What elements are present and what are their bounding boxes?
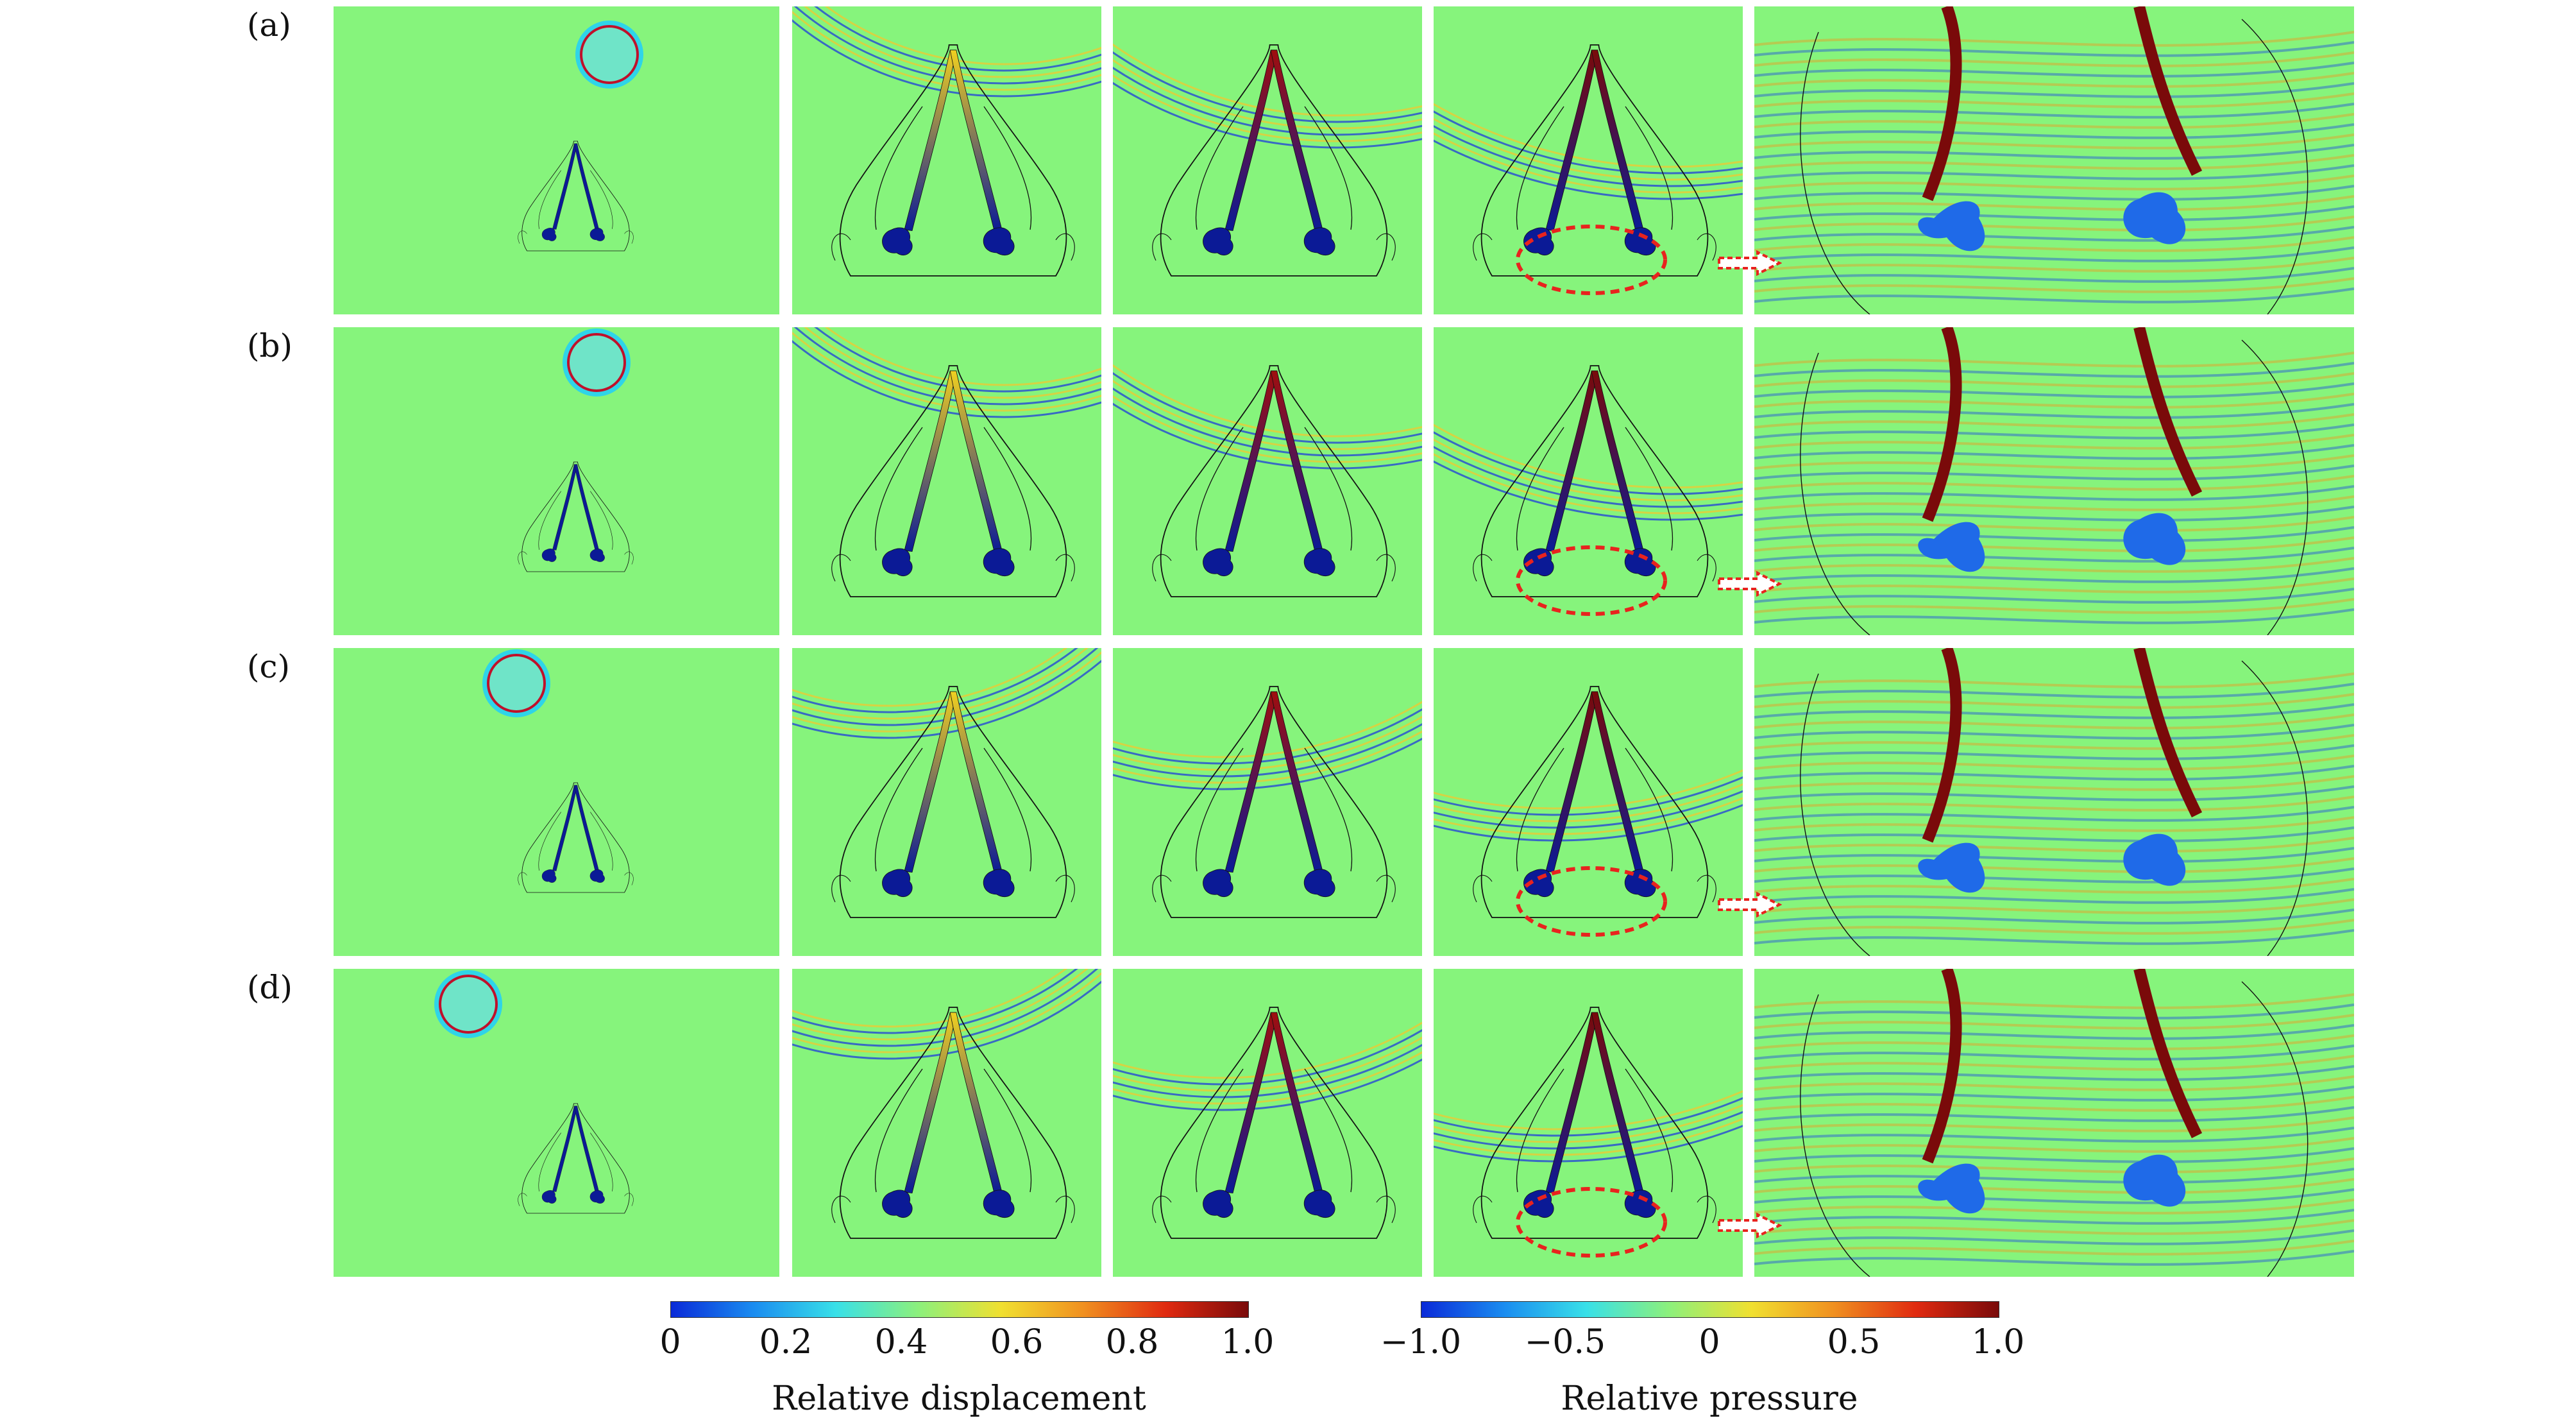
panel-row2-col4 xyxy=(1434,327,1743,635)
pressure-tick: 0.5 xyxy=(1827,1323,1881,1361)
displacement-colorbar-title: Relative displacement xyxy=(772,1379,1146,1418)
panel-row1-col2 xyxy=(792,6,1101,314)
pressure-tick: 1.0 xyxy=(1971,1323,2025,1361)
pressure-colorbar xyxy=(1421,1301,1999,1318)
panel-row3-col4 xyxy=(1434,648,1743,956)
panel-plot-row2-col3 xyxy=(1113,327,1422,635)
highlight-ellipse xyxy=(1516,545,1667,616)
zoom-arrow xyxy=(1718,250,1783,277)
panel-plot-row4-col5 xyxy=(1754,969,2354,1277)
panel-row4-col3 xyxy=(1113,969,1422,1277)
panel-plot-row3-col5 xyxy=(1754,648,2354,956)
panel-row1-col3 xyxy=(1113,6,1422,314)
panel-row1-col5 xyxy=(1754,6,2354,314)
panel-row4-col1 xyxy=(334,969,779,1277)
panel-plot-row4-col2 xyxy=(792,969,1101,1277)
zoom-arrow xyxy=(1718,1212,1783,1239)
source-ring xyxy=(575,21,643,89)
highlight-ellipse xyxy=(1516,225,1667,295)
displacement-colorbar xyxy=(670,1301,1249,1318)
panel-row4-col4 xyxy=(1434,969,1743,1277)
highlight-ellipse xyxy=(1516,866,1667,937)
displacement-tick: 0.6 xyxy=(990,1323,1044,1361)
panel-plot-row1-col2 xyxy=(792,6,1101,314)
panel-plot-row1-col5 xyxy=(1754,6,2354,314)
panel-plot-row3-col4 xyxy=(1434,648,1743,956)
panel-row3-col5 xyxy=(1754,648,2354,956)
panel-plot-row2-col4 xyxy=(1434,327,1743,635)
displacement-tick: 0.8 xyxy=(1105,1323,1159,1361)
pressure-tick: 0 xyxy=(1699,1323,1720,1361)
row-label-d: (d) xyxy=(247,969,293,1006)
panel-row2-col1 xyxy=(334,327,779,635)
displacement-tick: 0.4 xyxy=(874,1323,928,1361)
displacement-tick: 0 xyxy=(659,1323,681,1361)
panel-plot-row1-col4 xyxy=(1434,6,1743,314)
source-ring xyxy=(563,329,631,397)
displacement-tick: 0.2 xyxy=(759,1323,813,1361)
panel-plot-row4-col4 xyxy=(1434,969,1743,1277)
row-label-a: (a) xyxy=(247,6,291,44)
panel-row2-col2 xyxy=(792,327,1101,635)
source-ring xyxy=(482,649,550,717)
panel-row3-col2 xyxy=(792,648,1101,956)
panel-plot-row3-col1 xyxy=(334,648,779,956)
panel-plot-row2-col2 xyxy=(792,327,1101,635)
panel-row3-col3 xyxy=(1113,648,1422,956)
panel-plot-row4-col1 xyxy=(334,969,779,1277)
pressure-tick: −0.5 xyxy=(1524,1323,1606,1361)
panel-plot-row4-col3 xyxy=(1113,969,1422,1277)
panel-plot-row3-col2 xyxy=(792,648,1101,956)
zoom-arrow xyxy=(1718,891,1783,918)
panel-plot-row2-col1 xyxy=(334,327,779,635)
source-ring xyxy=(434,970,502,1038)
panel-plot-row1-col1 xyxy=(334,6,779,314)
panel-row1-col4 xyxy=(1434,6,1743,314)
panel-row4-col5 xyxy=(1754,969,2354,1277)
pressure-tick: −1.0 xyxy=(1380,1323,1462,1361)
panel-row2-col3 xyxy=(1113,327,1422,635)
highlight-ellipse xyxy=(1516,1187,1667,1258)
panel-row1-col1 xyxy=(334,6,779,314)
panel-row3-col1 xyxy=(334,648,779,956)
row-label-b: (b) xyxy=(247,327,293,364)
panel-plot-row3-col3 xyxy=(1113,648,1422,956)
panel-plot-row2-col5 xyxy=(1754,327,2354,635)
displacement-tick: 1.0 xyxy=(1221,1323,1275,1361)
zoom-arrow xyxy=(1718,570,1783,597)
row-label-c: (c) xyxy=(247,648,291,685)
pressure-colorbar-title: Relative pressure xyxy=(1561,1379,1858,1418)
panel-row2-col5 xyxy=(1754,327,2354,635)
panel-row4-col2 xyxy=(792,969,1101,1277)
panel-plot-row1-col3 xyxy=(1113,6,1422,314)
